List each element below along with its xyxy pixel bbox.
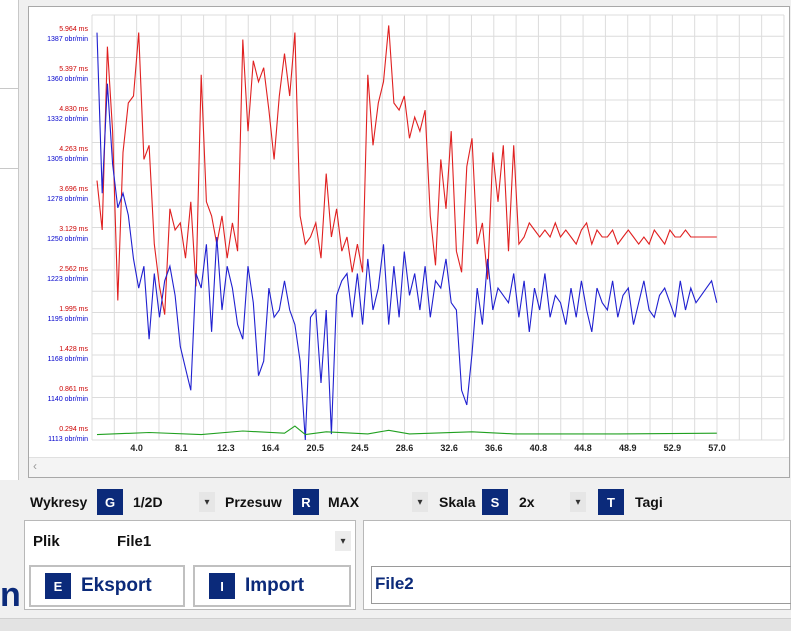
y-tick-label-rpm: 1140 obr/min (48, 396, 88, 403)
y-tick-label-time: 4.263 ms (59, 146, 88, 153)
y-tick-label-rpm: 1387 obr/min (47, 36, 88, 43)
strip-divider (0, 168, 18, 169)
x-tick-label: 16.4 (262, 443, 280, 453)
y-tick-label-time: 3.129 ms (59, 226, 88, 233)
y-tick-label-time: 4.830 ms (59, 106, 88, 113)
y-tick-label-rpm: 1223 obr/min (47, 276, 88, 283)
file-label: Plik (33, 533, 60, 550)
x-tick-label: 40.8 (530, 443, 548, 453)
file2-field[interactable]: File2 (371, 566, 791, 604)
x-tick-label: 52.9 (664, 443, 682, 453)
y-tick-label-rpm: 1195 obr/min (48, 316, 88, 323)
y-tick-label-time: 2.562 ms (59, 266, 88, 273)
logo-fragment: n (0, 578, 20, 614)
charts-dropdown-icon[interactable]: ▾ (199, 492, 215, 512)
x-tick-label: 57.0 (708, 443, 726, 453)
x-tick-label: 48.9 (619, 443, 637, 453)
series-line-2 (96, 425, 717, 436)
scale-dropdown-icon[interactable]: ▾ (570, 492, 586, 512)
x-tick-label: 20.5 (306, 443, 324, 453)
import-key-badge: I (209, 573, 235, 599)
scroll-left-icon[interactable]: ‹ (33, 459, 37, 473)
import-button[interactable]: I Import (193, 565, 351, 607)
y-tick-label-time: 1.995 ms (59, 306, 88, 313)
x-tick-label: 24.5 (351, 443, 369, 453)
shift-label: Przesuw (225, 494, 282, 510)
y-tick-label-time: 0.861 ms (59, 386, 88, 393)
strip-divider (0, 88, 18, 89)
export-button[interactable]: E Eksport (29, 565, 185, 607)
shift-dropdown-icon[interactable]: ▾ (412, 492, 428, 512)
file-select-value[interactable]: File1 (117, 533, 152, 550)
y-tick-label-time: 5.964 ms (59, 26, 88, 33)
y-tick-label-rpm: 1360 obr/min (47, 76, 88, 83)
chart-panel: 5.964 ms 1387 obr/min 5.397 ms 1360 obr/min… (28, 6, 790, 478)
tags-label[interactable]: Tagi (635, 494, 663, 510)
x-tick-label: 12.3 (217, 443, 235, 453)
x-tick-label: 44.8 (574, 443, 592, 453)
series-line-1 (96, 32, 718, 441)
x-tick-label: 28.6 (396, 443, 414, 453)
y-tick-label-rpm: 1278 obr/min (47, 196, 88, 203)
y-tick-label-rpm: 1168 obr/min (48, 356, 88, 363)
scale-key-badge[interactable]: S (482, 489, 508, 515)
tags-key-badge[interactable]: T (598, 489, 624, 515)
export-key-badge: E (45, 573, 71, 599)
y-tick-label-time: 0.294 ms (59, 426, 88, 433)
scale-label: Skala (439, 494, 476, 510)
left-strip (0, 0, 19, 480)
y-tick-label-time: 5.397 ms (59, 66, 88, 73)
y-tick-label-rpm: 1305 obr/min (47, 156, 88, 163)
charts-label: Wykresy (30, 494, 88, 510)
shift-value: MAX (328, 494, 360, 510)
chart-plot: 5.964 ms 1387 obr/min 5.397 ms 1360 obr/min… (47, 14, 785, 453)
series-line-0 (96, 25, 717, 315)
x-tick-label: 32.6 (440, 443, 458, 453)
file2-text: File2 (375, 574, 414, 593)
shift-key-badge[interactable]: R (293, 489, 319, 515)
y-tick-label-time: 3.696 ms (59, 186, 88, 193)
horizontal-scrollbar[interactable]: ‹ (29, 457, 789, 477)
x-tick-label: 36.6 (485, 443, 503, 453)
x-tick-label: 4.0 (130, 443, 143, 453)
charts-key-badge[interactable]: G (97, 489, 123, 515)
file-panel: Plik File1 ▾ E Eksport I Import (24, 520, 356, 610)
bottom-bar (0, 618, 791, 631)
export-button-label: Eksport (81, 575, 152, 596)
x-tick-label: 8.1 (175, 443, 188, 453)
y-tick-label-rpm: 1250 obr/min (47, 236, 88, 243)
file-dropdown-icon[interactable]: ▾ (335, 531, 351, 551)
import-button-label: Import (245, 575, 305, 596)
y-tick-label-rpm: 1332 obr/min (47, 116, 88, 123)
scale-value: 2x (519, 494, 535, 510)
y-tick-label-time: 1.428 ms (59, 346, 88, 353)
right-panel: File2 (363, 520, 791, 610)
y-tick-label-rpm: 1113 obr/min (48, 436, 88, 443)
charts-value: 1/2D (133, 494, 163, 510)
